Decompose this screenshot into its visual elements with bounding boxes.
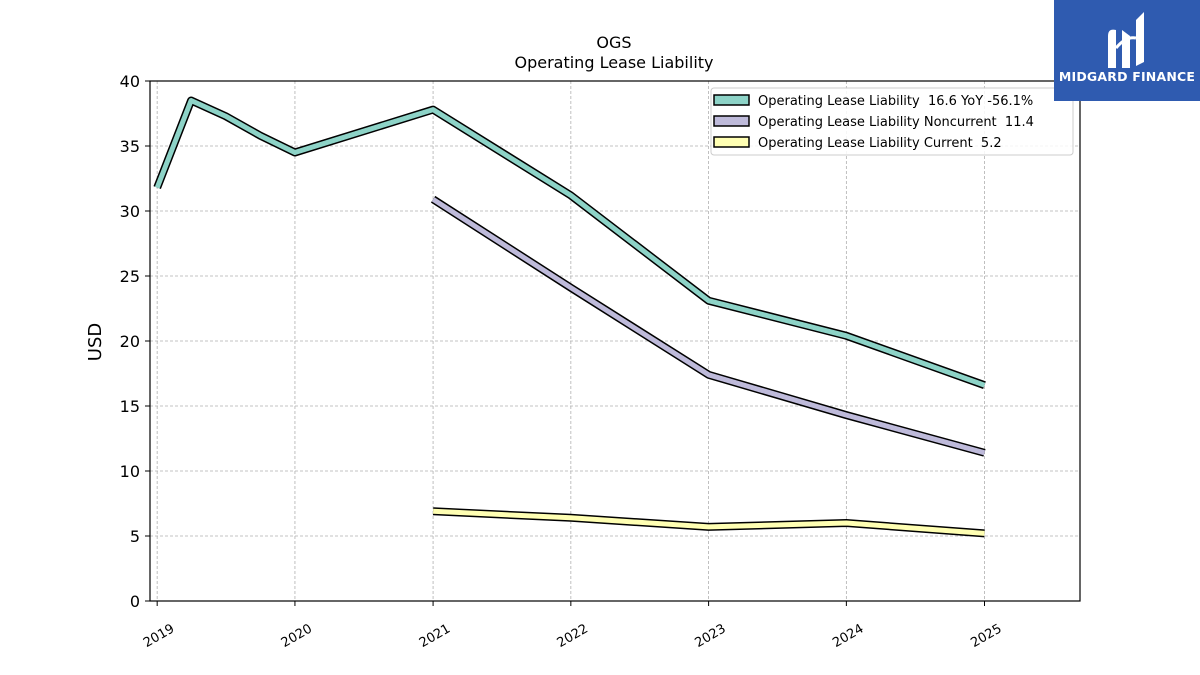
y-tick-label: 10 [120,462,140,481]
y-tick-label: 0 [130,592,140,611]
series-line-1 [153,96,986,389]
legend-box [710,87,1074,156]
logo-mark-icon [1108,12,1144,69]
y-tick-label: 15 [120,397,140,416]
legend-item: Operating Lease Liability Current 5.2 [713,136,1002,151]
legend: Operating Lease Liability 16.6 YoY -56.1… [710,87,1074,156]
y-tick-label: 30 [120,202,140,221]
grid [150,80,1080,602]
x-axis-ticks: 2019 2020 2021 2022 2023 2024 2025 [141,601,1005,651]
x-tick-label: 2019 [141,621,177,651]
series-stroke [431,197,986,456]
y-axis-label: USD [85,323,106,361]
midgard-finance-logo: MIDGARD FINANCE [1054,0,1200,101]
x-tick-label: 2021 [417,621,453,651]
plot-frame [149,80,1081,602]
y-tick-label: 5 [130,527,140,546]
x-tick-label: 2024 [830,621,866,651]
y-axis-ticks: 0 5 10 15 20 25 30 35 40 [120,72,150,611]
series-lines [153,96,986,538]
legend-swatch [713,115,750,127]
chart-subtitle: Operating Lease Liability [514,53,713,72]
series-line-3 [432,507,985,538]
legend-swatch [713,94,750,106]
legend-swatch [713,136,750,148]
legend-label: Operating Lease Liability Current 5.2 [758,136,1002,151]
legend-label: Operating Lease Liability Noncurrent 11.… [758,115,1034,130]
series-stroke [154,98,986,388]
legend-item: Operating Lease Liability Noncurrent 11.… [713,115,1034,130]
series-line-2 [430,195,986,457]
chart-title: OGS [596,33,631,52]
y-tick-label: 35 [120,137,140,156]
x-tick-label: 2020 [279,621,315,651]
y-tick-label: 40 [120,72,140,91]
y-tick-label: 20 [120,332,140,351]
y-tick-label: 25 [120,267,140,286]
legend-item: Operating Lease Liability 16.6 YoY -56.1… [713,94,1033,109]
logo-text: MIDGARD FINANCE [1058,69,1196,84]
legend-label: Operating Lease Liability 16.6 YoY -56.1… [758,94,1033,109]
series-stroke [432,508,985,536]
x-tick-label: 2022 [555,621,591,651]
x-tick-label: 2025 [968,621,1004,651]
x-tick-label: 2023 [692,621,728,651]
